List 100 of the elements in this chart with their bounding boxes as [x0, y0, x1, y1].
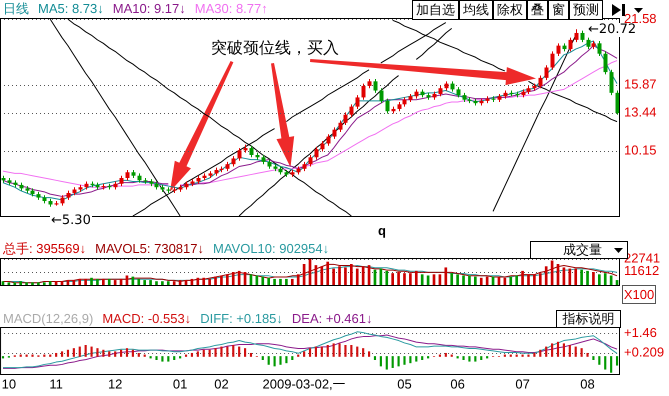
bar [450, 273, 454, 285]
candlestick [250, 145, 254, 158]
candlestick [344, 112, 348, 126]
bar [444, 352, 447, 357]
text: X100 [622, 285, 656, 304]
candlestick [450, 80, 454, 92]
bar [190, 278, 194, 285]
bar [368, 265, 370, 285]
candlestick [462, 92, 466, 103]
bar [143, 280, 146, 285]
text: 叠 [527, 0, 548, 20]
bar [332, 268, 335, 285]
bar [308, 348, 312, 357]
bar [90, 278, 93, 285]
candlestick [66, 190, 70, 200]
bar [504, 278, 506, 285]
text: 窗 [548, 0, 569, 20]
bar [610, 356, 612, 373]
bar [296, 274, 300, 285]
bar [72, 280, 76, 285]
bar [486, 276, 488, 285]
y-tick-label: 22741 [624, 250, 660, 266]
bar [232, 344, 234, 357]
text: q [378, 223, 386, 238]
bar [132, 276, 134, 285]
bar [385, 270, 388, 285]
bar [551, 343, 554, 357]
bar [492, 276, 494, 285]
bar [149, 280, 152, 285]
bar [256, 275, 258, 285]
bar [374, 270, 376, 285]
y-tick-label: 15.87 [624, 76, 657, 92]
x-tick-label: 07 [515, 376, 530, 392]
y-tick-label: +1.46 [624, 324, 657, 340]
candlestick [386, 98, 390, 114]
bar [533, 352, 536, 357]
y-tick-label: 11612 [624, 263, 660, 278]
annotation: 突破颈位线，买入 [211, 38, 339, 59]
bar [250, 274, 252, 285]
bar [232, 272, 235, 285]
bar [362, 348, 364, 357]
bar [421, 356, 424, 360]
candlestick [60, 194, 64, 206]
bar [592, 356, 595, 360]
candlestick [268, 159, 272, 170]
bar [397, 272, 400, 285]
candlestick [574, 28, 578, 43]
bar [586, 270, 589, 285]
series-label: DEA: +0.461↓ [292, 311, 372, 326]
bar [267, 278, 270, 285]
bar [173, 356, 176, 360]
bar [374, 356, 376, 360]
bar [308, 258, 312, 285]
candlestick [362, 83, 366, 100]
bar [539, 350, 542, 357]
candlestick [332, 126, 336, 140]
bar [616, 356, 618, 366]
bar [285, 356, 288, 364]
bar [344, 344, 347, 357]
bar [380, 356, 382, 366]
candlestick [438, 85, 442, 97]
bar [220, 275, 223, 285]
candlestick [598, 40, 602, 56]
candlestick [580, 30, 584, 43]
bar [279, 356, 282, 365]
bar [66, 350, 70, 357]
bar [386, 356, 388, 370]
candlestick [610, 69, 614, 96]
bar [208, 350, 211, 357]
bar [598, 356, 600, 365]
bar [350, 264, 353, 285]
bar [274, 356, 276, 366]
bar [616, 280, 618, 285]
bar [208, 278, 211, 285]
bar [574, 346, 577, 357]
x-tick-label: 01 [172, 376, 188, 392]
text: 均线 [459, 0, 493, 20]
bar [544, 266, 548, 285]
bar [474, 276, 477, 285]
bar [166, 281, 170, 285]
candlestick [604, 50, 608, 75]
candlestick [550, 50, 554, 70]
bar [344, 267, 347, 285]
bar [102, 350, 104, 357]
annotation: ←5.30 [50, 213, 92, 228]
bar [480, 356, 482, 360]
candlestick [414, 88, 418, 100]
bar [568, 344, 571, 357]
bar [137, 278, 140, 285]
bar [72, 348, 75, 357]
text: MA5: 8.73↓ [38, 1, 104, 16]
bar [60, 351, 64, 357]
candlestick [444, 80, 448, 92]
bar [126, 348, 128, 357]
x-tick-label: 2009-03-02,一 [262, 376, 346, 392]
bar [362, 266, 364, 285]
bar [598, 274, 601, 285]
bar [161, 356, 164, 362]
bar [84, 344, 87, 357]
bar [468, 275, 471, 285]
